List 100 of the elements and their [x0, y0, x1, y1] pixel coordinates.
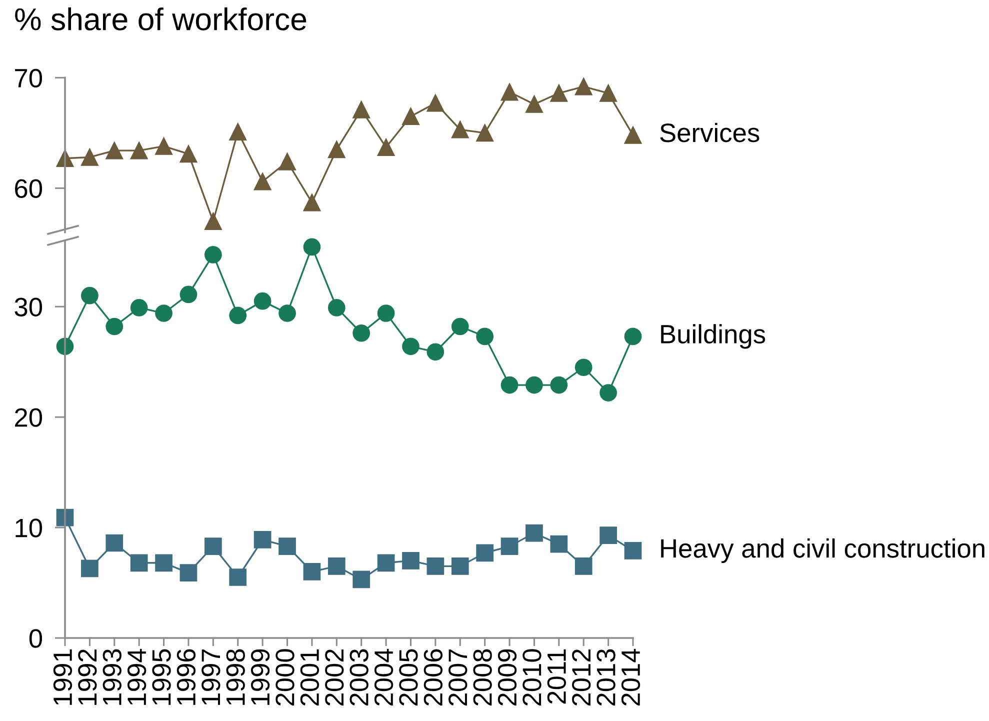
- point: [624, 126, 642, 144]
- x-tick-label: 2011: [547, 649, 566, 704]
- point: [402, 552, 420, 570]
- point: [278, 152, 296, 170]
- point: [624, 542, 642, 560]
- point: [500, 83, 518, 101]
- x-tick-label: 1995: [152, 649, 171, 705]
- point: [377, 138, 395, 156]
- point: [155, 554, 172, 572]
- x-tick-label: 2007: [448, 649, 468, 706]
- point: [500, 538, 518, 555]
- point: [352, 570, 370, 588]
- x-tick-label: 2012: [572, 649, 591, 706]
- point: [204, 538, 222, 555]
- point: [328, 299, 346, 316]
- point: [550, 535, 568, 553]
- point: [600, 384, 617, 402]
- point: [204, 212, 222, 230]
- point: [426, 343, 444, 361]
- x-tick-label: 1992: [78, 649, 97, 705]
- x-tick-label: 2000: [276, 649, 294, 706]
- x-tick-label: 1996: [176, 649, 196, 705]
- x-tick-label: 2010: [522, 649, 542, 706]
- x-tick-label: 1991: [53, 649, 72, 705]
- y-tick-label: 10: [16, 518, 42, 538]
- point: [180, 286, 198, 304]
- point: [526, 376, 543, 394]
- point: [526, 524, 543, 542]
- point: [550, 84, 568, 102]
- point: [476, 328, 494, 346]
- point: [81, 286, 98, 304]
- point: [130, 142, 148, 160]
- point: [155, 138, 172, 155]
- x-tick-label: 2013: [596, 649, 616, 706]
- y-tick-label: 0: [29, 629, 42, 648]
- point: [377, 554, 395, 572]
- x-tick-label: 2009: [498, 649, 517, 706]
- x-tick-label: 1998: [226, 649, 245, 705]
- point: [574, 558, 592, 575]
- point: [229, 123, 247, 141]
- point: [624, 328, 642, 346]
- x-tick-label: 2005: [399, 649, 418, 706]
- point: [600, 84, 617, 102]
- point: [81, 560, 98, 578]
- point: [451, 558, 469, 575]
- point: [500, 376, 518, 394]
- point: [229, 306, 247, 324]
- point: [204, 246, 222, 264]
- x-tick-label: 2014: [621, 648, 640, 706]
- x-tick-label: 2003: [350, 649, 368, 706]
- series-label: Services: [660, 122, 760, 142]
- point: [278, 304, 296, 322]
- point: [377, 304, 395, 322]
- x-tick-label: 2006: [424, 649, 443, 706]
- point: [476, 544, 494, 562]
- point: [476, 124, 494, 142]
- point: [106, 142, 124, 160]
- x-tick-label: 2004: [374, 648, 394, 706]
- point: [303, 194, 321, 212]
- point: [600, 526, 617, 544]
- point: [229, 568, 247, 586]
- x-tick-label: 1993: [102, 649, 122, 705]
- point: [526, 96, 543, 113]
- point: [180, 145, 198, 163]
- y-tick-label: 30: [14, 298, 42, 316]
- point: [106, 318, 124, 336]
- x-tick-label: 2008: [473, 649, 492, 706]
- point: [180, 564, 198, 582]
- y-tick-label: 60: [15, 179, 42, 198]
- point: [278, 538, 296, 555]
- point: [352, 324, 370, 342]
- y-tick-label: 20: [15, 408, 42, 427]
- point: [352, 101, 370, 118]
- point: [402, 338, 420, 356]
- point: [550, 376, 568, 394]
- point: [130, 299, 148, 316]
- point: [254, 172, 272, 190]
- y-tick-label: 70: [15, 68, 42, 88]
- series-label: Heavy and civil construction: [661, 538, 984, 564]
- point: [328, 558, 346, 575]
- series-label: Buildings: [661, 324, 766, 349]
- point: [81, 148, 98, 166]
- point: [574, 78, 592, 96]
- point: [254, 292, 272, 310]
- x-tick-label: 2002: [325, 649, 344, 706]
- point: [451, 120, 469, 138]
- point: [426, 558, 444, 575]
- y-axis-title: % share of workforce: [15, 7, 306, 30]
- point: [106, 534, 124, 552]
- point: [303, 238, 321, 256]
- point: [303, 563, 321, 580]
- x-tick-label: 1999: [250, 649, 270, 705]
- x-tick-label: 1994: [127, 648, 146, 705]
- x-tick-label: 2001: [300, 649, 320, 706]
- point: [402, 108, 420, 126]
- point: [155, 304, 172, 322]
- point: [328, 140, 346, 158]
- point: [451, 318, 469, 336]
- point: [574, 358, 592, 376]
- point: [130, 554, 148, 572]
